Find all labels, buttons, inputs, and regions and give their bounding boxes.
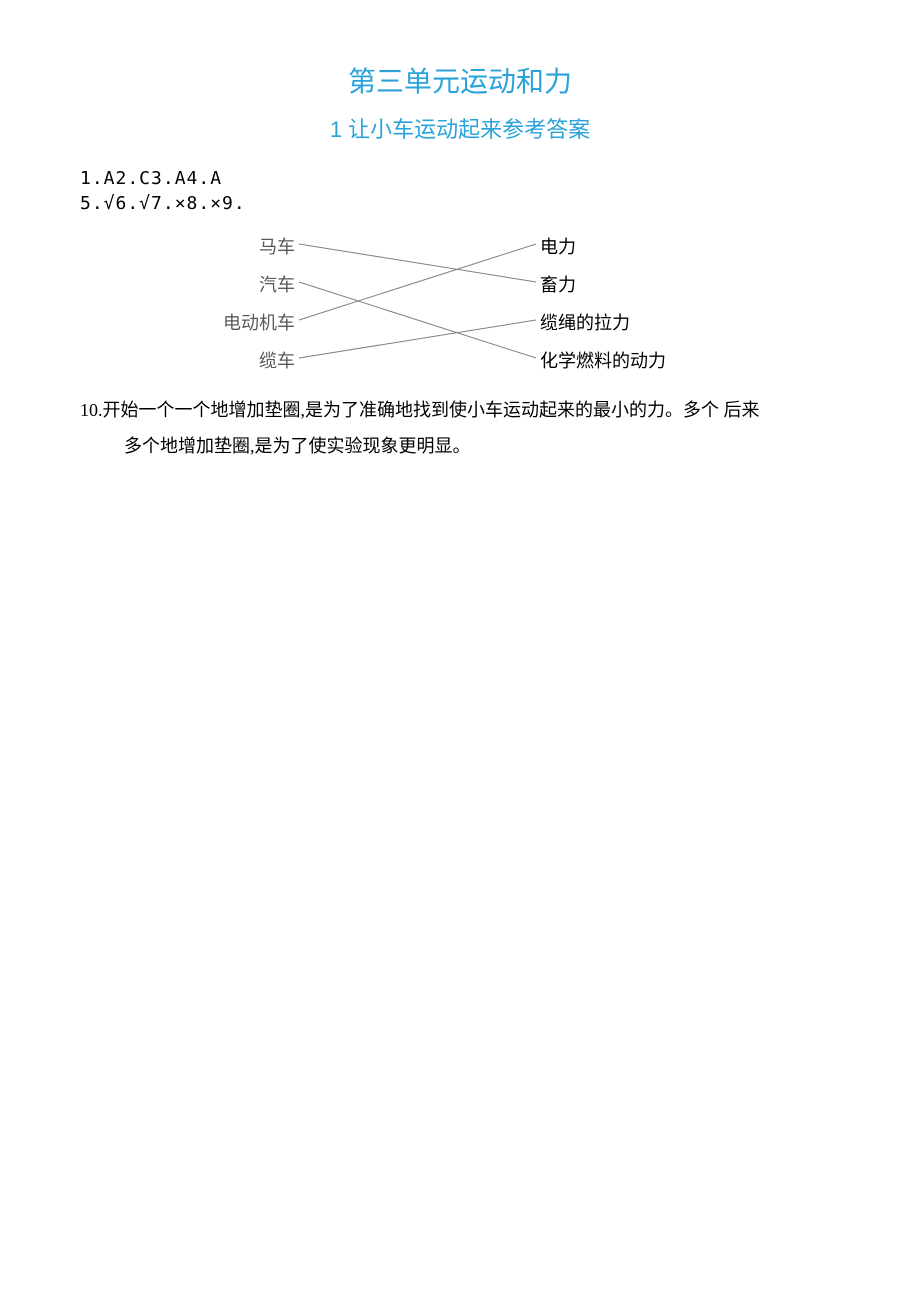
match-left-item: 缆车 (259, 347, 295, 373)
match-right-item: 电力 (540, 233, 576, 259)
match-left-item: 汽车 (259, 271, 295, 297)
match-right-item: 缆绳的拉力 (540, 309, 630, 335)
match-edge (299, 244, 536, 320)
match-edge (299, 282, 536, 358)
match-right-item: 畜力 (540, 271, 576, 297)
question-10-answer: 10.开始一个一个地增加垫圈,是为了准确地找到使小车运动起来的最小的力。多个 后… (80, 392, 840, 464)
match-right-item: 化学燃料的动力 (540, 347, 666, 373)
match-left-item: 电动机车 (223, 309, 295, 335)
lesson-subtitle: 1 让小车运动起来参考答案 (80, 112, 840, 144)
q10-line-2: 多个地增加垫圈,是为了使实验现象更明显。 (80, 428, 840, 464)
q10-line-1: 10.开始一个一个地增加垫圈,是为了准确地找到使小车运动起来的最小的力。多个 后… (80, 392, 840, 428)
unit-title: 第三单元运动和力 (80, 60, 840, 100)
match-edge (299, 244, 536, 282)
matching-diagram: 马车汽车电动机车缆车 电力畜力缆绳的拉力化学燃料的动力 (180, 218, 740, 388)
match-left-item: 马车 (259, 233, 295, 259)
answers-5-to-9: 5.√6.√7.×8.×9. (80, 193, 840, 214)
match-edge (299, 320, 536, 358)
answers-1-to-4: 1.A2.C3.A4.A (80, 168, 840, 189)
